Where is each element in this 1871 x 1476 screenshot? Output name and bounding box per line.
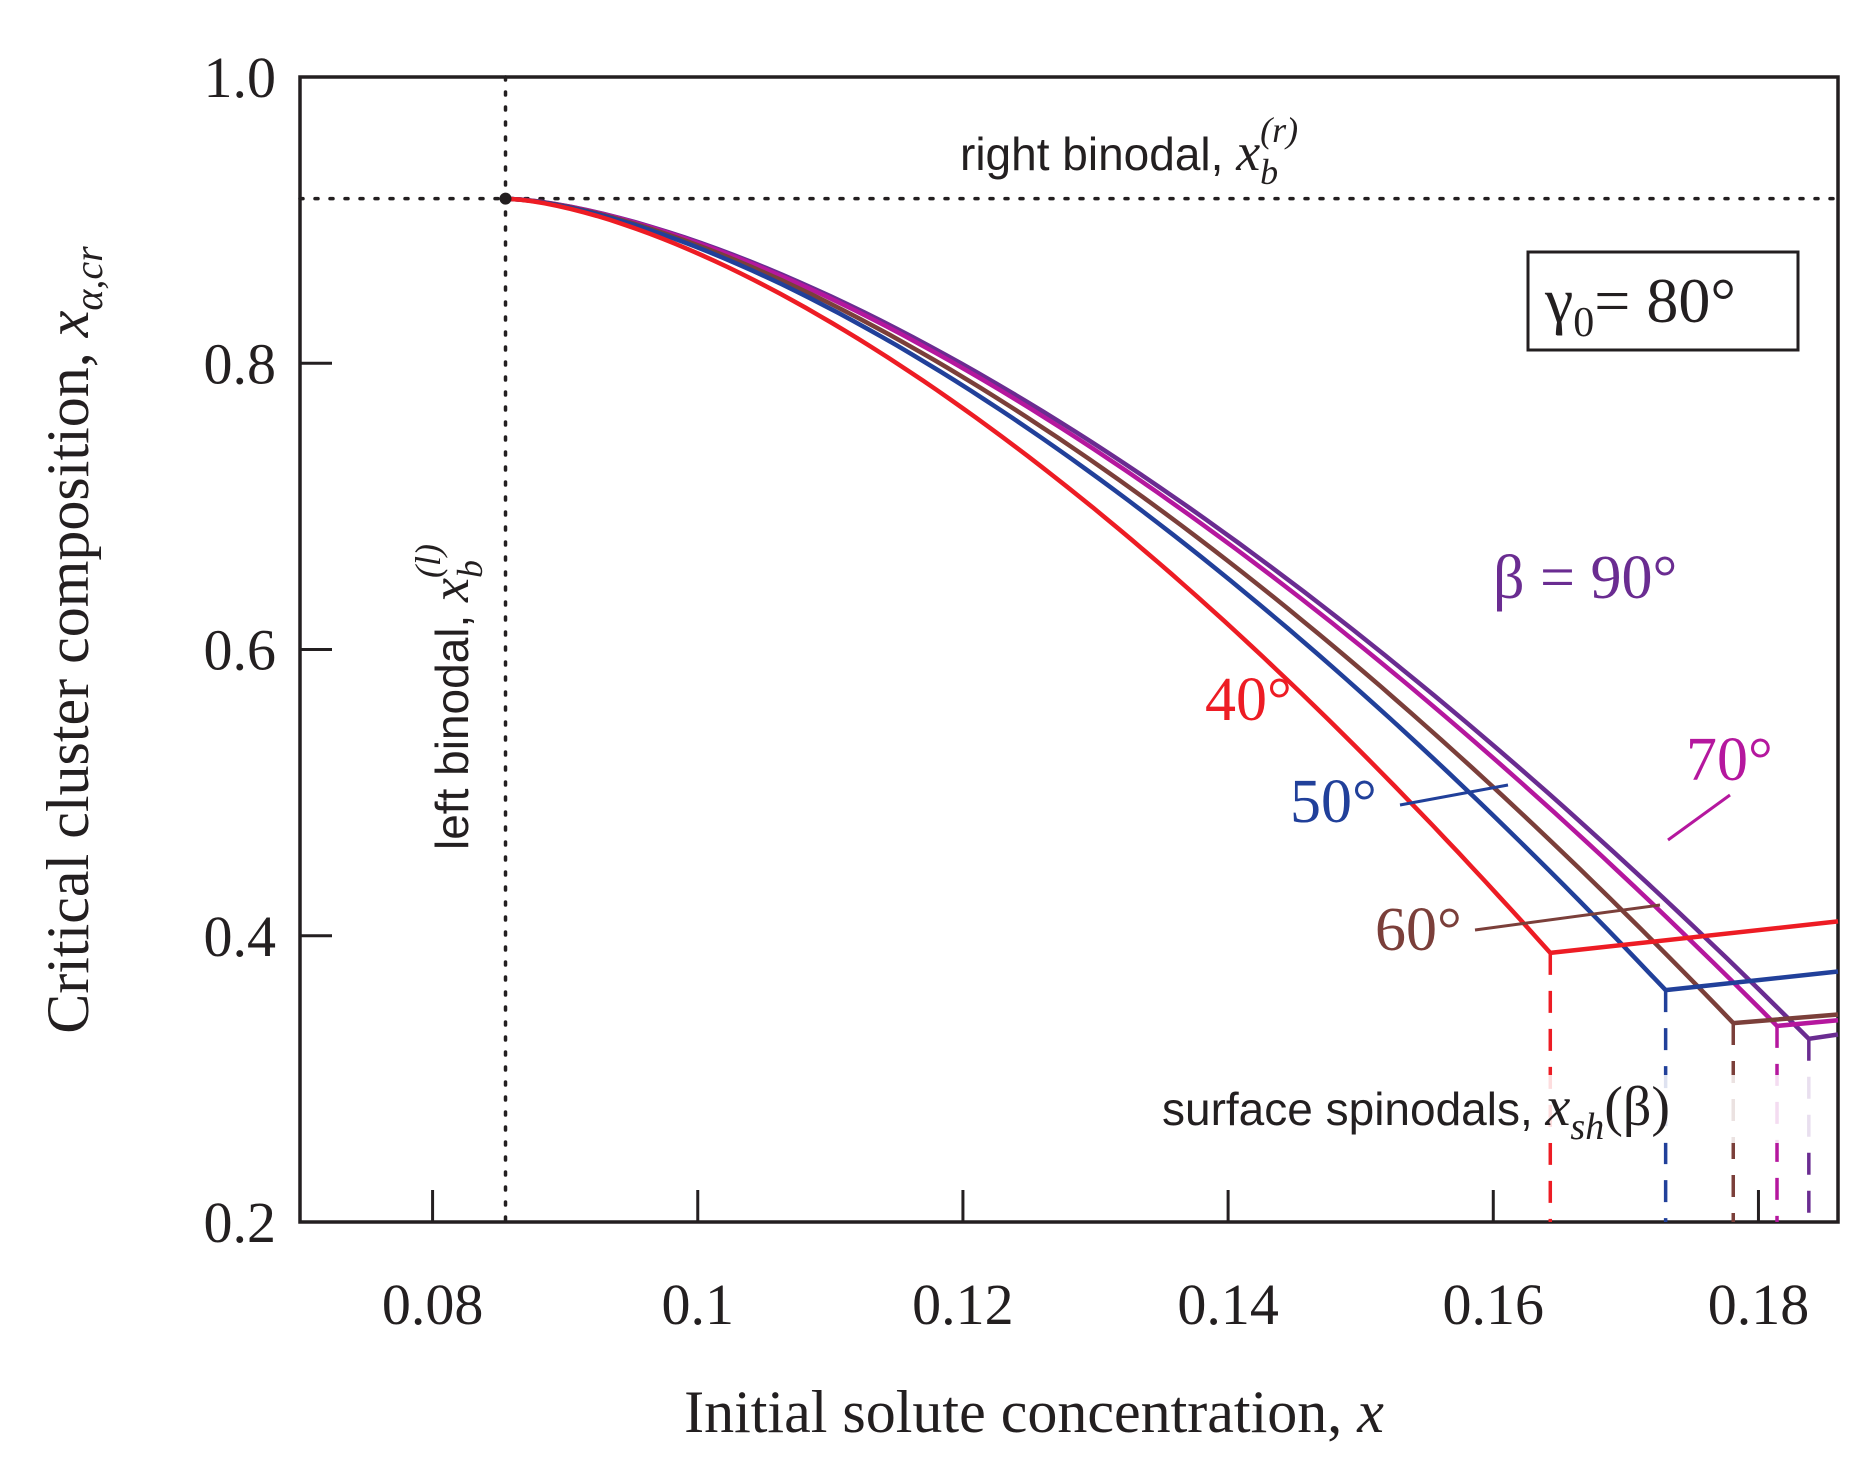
y-axis-title: Critical cluster composition, xα,cr — [35, 246, 111, 1034]
x-tick-label: 0.1 — [662, 1272, 735, 1337]
spinodal-label: surface spinodals, xsh(β) — [1162, 1076, 1670, 1148]
spinodal-label-bg — [1158, 1075, 1826, 1143]
x-axis-title: Initial solute concentration, x — [684, 1379, 1384, 1445]
y-tick-label: 1.0 — [204, 45, 277, 110]
series-label-90: β = 90° — [1493, 544, 1677, 612]
series-line-40 — [505, 196, 1839, 956]
parameter-box-label: γ0= 80° — [1544, 265, 1736, 346]
x-tick-label: 0.16 — [1443, 1272, 1545, 1337]
series-line-50 — [505, 196, 1839, 993]
x-tick-label: 0.08 — [382, 1272, 484, 1337]
y-tick-label: 0.4 — [204, 904, 277, 969]
y-tick-label: 0.2 — [204, 1190, 277, 1255]
binodal-start-point — [499, 192, 512, 205]
series-label-40: 40° — [1205, 666, 1292, 734]
series-label-60: 60° — [1375, 896, 1462, 964]
x-tick-label: 0.12 — [912, 1272, 1014, 1337]
plot-frame — [298, 75, 1840, 1224]
series-label-50: 50° — [1290, 768, 1377, 836]
left-binodal-label: left binodal, xb(l) — [408, 544, 490, 850]
x-tick-label: 0.18 — [1708, 1272, 1810, 1337]
right-binodal-label: right binodal, xb(r) — [960, 110, 1298, 192]
series-line-60 — [505, 196, 1839, 1026]
y-tick-label: 0.6 — [204, 618, 277, 683]
leader-line-50 — [1399, 783, 1509, 807]
series-label-70: 70° — [1686, 726, 1773, 794]
parameter-box — [1526, 250, 1800, 352]
leader-line-70 — [1667, 793, 1731, 842]
leader-line-60 — [1474, 903, 1661, 932]
x-tick-label: 0.14 — [1177, 1272, 1279, 1337]
y-tick-label: 0.8 — [204, 331, 277, 396]
series-line-70 — [505, 196, 1839, 1029]
